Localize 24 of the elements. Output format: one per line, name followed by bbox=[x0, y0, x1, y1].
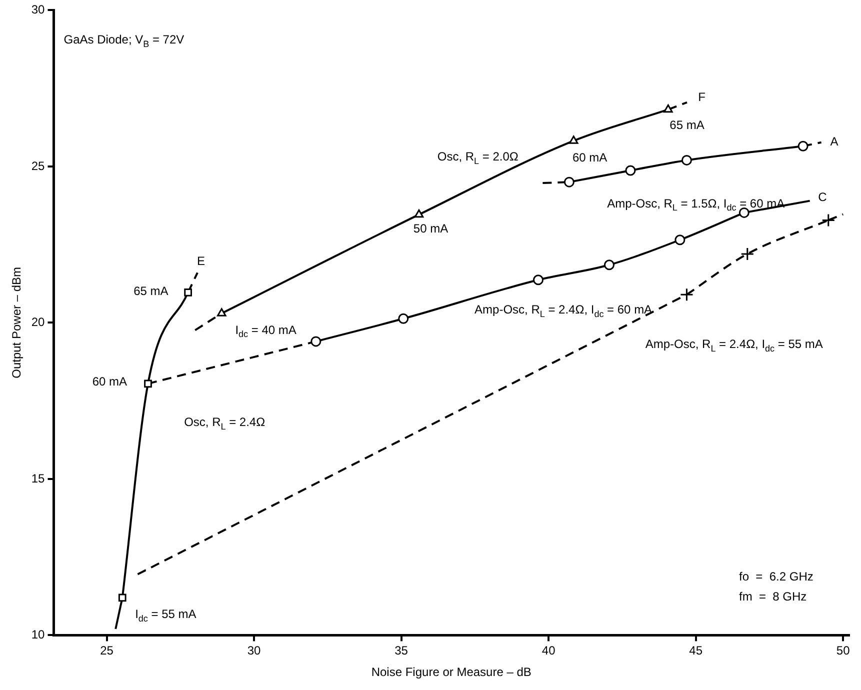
x-tick-label: 30 bbox=[247, 644, 262, 658]
x-tick-label: 50 bbox=[836, 644, 850, 658]
annotation: 65 mA bbox=[134, 284, 168, 298]
x-tick-label: 25 bbox=[100, 644, 114, 658]
annotation: E bbox=[197, 254, 206, 268]
annotation: fo = 6.2 GHz bbox=[739, 570, 814, 584]
y-tick-label: 25 bbox=[31, 158, 46, 173]
y-tick-label: 15 bbox=[31, 471, 46, 486]
x-tick-label: 40 bbox=[542, 644, 556, 658]
annotation: C bbox=[818, 190, 828, 204]
x-tick-label: 35 bbox=[394, 644, 408, 658]
annotation: 60 mA bbox=[92, 374, 128, 388]
annotation: 50 mA bbox=[413, 221, 448, 236]
y-axis-title: Output Power – dBm bbox=[10, 267, 24, 378]
y-tick-label: 10 bbox=[31, 628, 46, 642]
annotation: 60 mA bbox=[572, 150, 608, 164]
annotation: fm = 8 GHz bbox=[739, 590, 807, 604]
x-tick-label: 45 bbox=[689, 644, 703, 658]
y-tick-label: 20 bbox=[31, 315, 46, 330]
x-axis-title: Noise Figure or Measure – dB bbox=[371, 665, 532, 680]
annotation: F bbox=[698, 90, 706, 104]
annotation: A bbox=[830, 134, 838, 148]
annotation: 65 mA bbox=[670, 118, 704, 132]
y-tick-label: 30 bbox=[31, 2, 46, 17]
